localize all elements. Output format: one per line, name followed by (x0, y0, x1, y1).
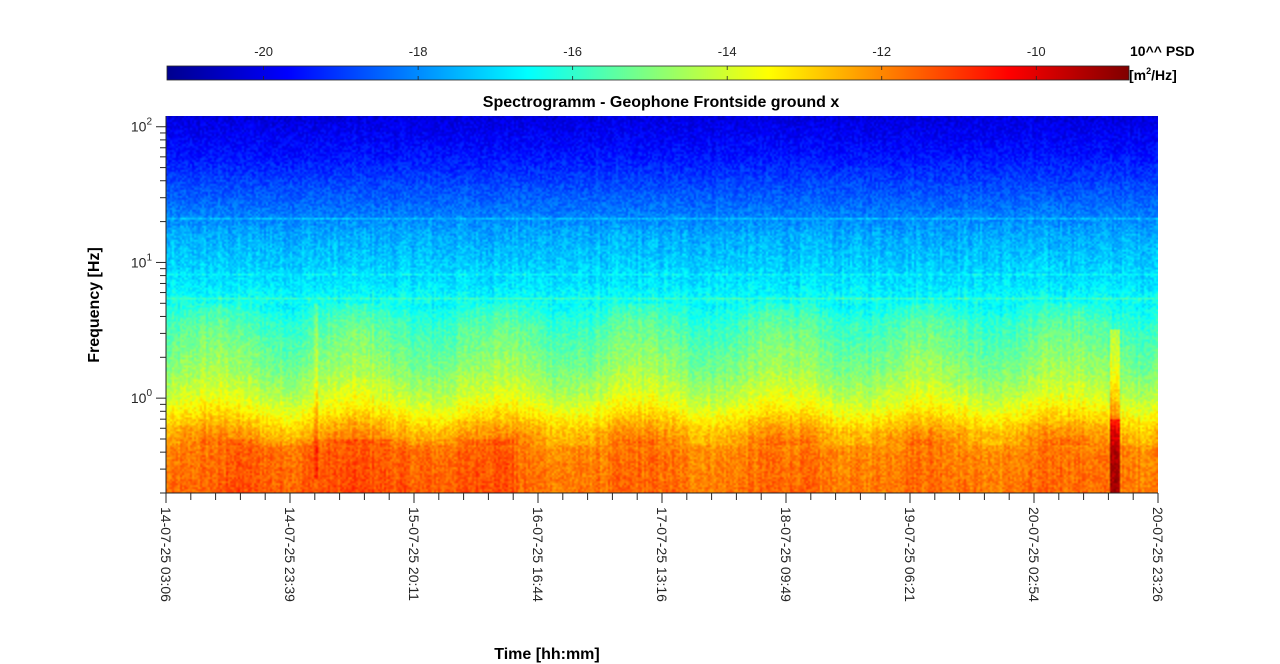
x-tick-label: 16-07-25 16:44 (530, 507, 546, 602)
spectrogram-image (166, 116, 1158, 493)
x-tick-label: 14-07-25 23:39 (282, 507, 298, 602)
colorbar-tick-label: -12 (872, 44, 891, 59)
x-axis: 14-07-25 03:06 14-07-25 23:39 15-07-25 20:… (158, 493, 1166, 602)
x-tick-label: 20-07-25 23:26 (1150, 507, 1166, 602)
y-tick-label: 101 (131, 252, 153, 270)
y-tick-label: 102 (131, 117, 153, 135)
x-tick-label: 18-07-25 09:49 (778, 507, 794, 602)
colorbar: -20 -18 -16 -14 -12 -10 10^^ PSD [m2/Hz] (166, 43, 1195, 83)
x-axis-label: Time [hh:mm] (494, 646, 599, 663)
colorbar-unit: [m2/Hz] (1129, 66, 1177, 83)
x-tick-label: 17-07-25 13:16 (654, 507, 670, 602)
x-tick-label: 20-07-25 02:54 (1026, 507, 1042, 602)
y-axis: 100 101 102 (131, 117, 166, 494)
x-tick-label: 19-07-25 06:21 (902, 507, 918, 602)
colorbar-tick-label: -18 (409, 44, 428, 59)
colorbar-ticks: -20 -18 -16 -14 -12 -10 (254, 44, 1046, 80)
plot-area (165, 116, 1158, 494)
colorbar-tick-label: -10 (1027, 44, 1046, 59)
x-tick-label: 15-07-25 20:11 (406, 507, 422, 601)
y-tick-label: 100 (131, 388, 153, 406)
colorbar-tick-label: -16 (563, 44, 582, 59)
chart-title: Spectrogramm - Geophone Frontside ground… (483, 94, 840, 111)
colorbar-tick-label: -14 (718, 44, 737, 59)
x-tick-label: 14-07-25 03:06 (158, 507, 174, 602)
colorbar-gradient (166, 65, 1130, 81)
colorbar-label: 10^^ PSD (1130, 43, 1195, 59)
colorbar-tick-label: -20 (254, 44, 273, 59)
y-axis-label: Frequency [Hz] (86, 247, 103, 363)
